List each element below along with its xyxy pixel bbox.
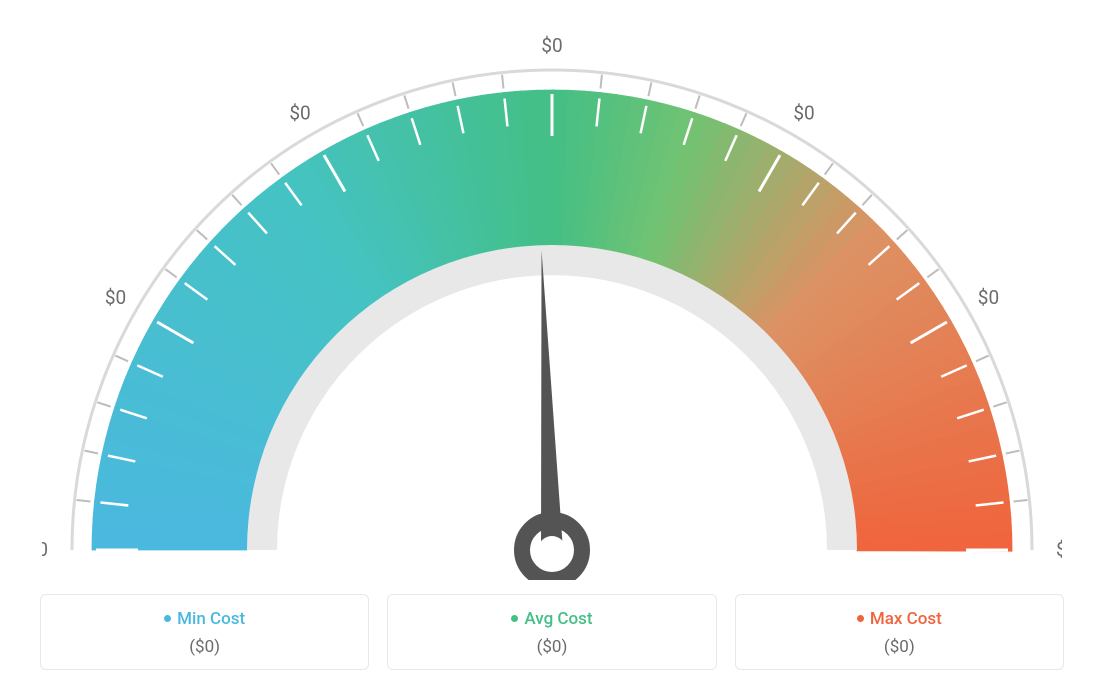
svg-text:$0: $0 xyxy=(42,538,48,561)
svg-text:$0: $0 xyxy=(105,286,126,309)
svg-text:$0: $0 xyxy=(978,286,999,309)
legend-avg: Avg Cost ($0) xyxy=(387,594,716,670)
legend-avg-label-wrap: Avg Cost xyxy=(511,609,592,629)
legend-min-label: Min Cost xyxy=(177,609,245,629)
svg-text:$0: $0 xyxy=(541,34,562,57)
cost-gauge-container: $0 $0 $0 $0 $0 $0 $0 Min Cost ($0) Avg Cost ($… xyxy=(0,0,1104,690)
svg-text:$0: $0 xyxy=(289,102,310,125)
legend-max-value: ($0) xyxy=(746,637,1053,657)
legend-min-value: ($0) xyxy=(51,637,358,657)
gauge-svg: $0 $0 $0 $0 $0 $0 $0 xyxy=(42,20,1062,580)
legend-avg-label: Avg Cost xyxy=(524,609,592,629)
legend-max-label-wrap: Max Cost xyxy=(857,609,942,629)
legend-max-dot xyxy=(857,615,864,622)
svg-text:$0: $0 xyxy=(793,102,814,125)
legend-min-label-wrap: Min Cost xyxy=(164,609,245,629)
svg-text:$0: $0 xyxy=(1056,538,1062,561)
legend-max-label: Max Cost xyxy=(870,609,942,629)
legend-min: Min Cost ($0) xyxy=(40,594,369,670)
legend-max: Max Cost ($0) xyxy=(735,594,1064,670)
legend-avg-value: ($0) xyxy=(398,637,705,657)
legend-avg-dot xyxy=(511,615,518,622)
gauge-chart: $0 $0 $0 $0 $0 $0 $0 xyxy=(42,20,1062,580)
legend-row: Min Cost ($0) Avg Cost ($0) Max Cost ($0… xyxy=(40,594,1064,670)
legend-min-dot xyxy=(164,615,171,622)
